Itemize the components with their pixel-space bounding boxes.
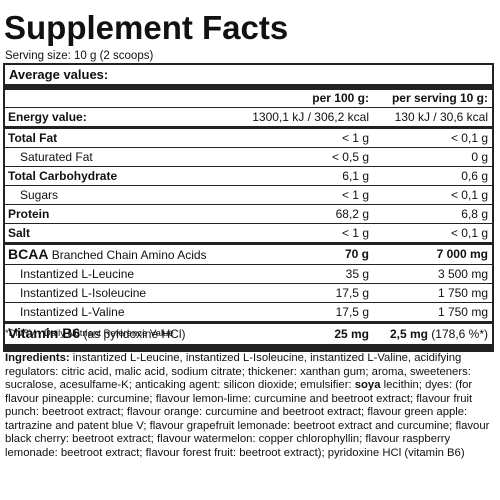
row-value-100g: < 1 g [249,223,375,244]
row-name: Salt [5,223,250,244]
amino-name: Instantized L-Valine [5,302,250,323]
bcaa-value-serving: 7 000 mg [375,242,492,265]
bcaa-value-100g: 70 g [249,242,375,265]
amino-value-serving: 3 500 mg [375,264,492,284]
table-row: Instantized L-Isoleucine 17,5 g 1 750 mg [5,283,492,303]
bcaa-description: Branched Chain Amino Acids [51,247,207,262]
table-row: Energy value: 1300,1 kJ / 306,2 kcal 130… [5,107,492,129]
ingredients-part-1: instantized L-Leucine, instantized L-Iso… [5,352,471,391]
row-value-serving: 0,6 g [375,166,492,186]
nutrition-table: per 100 g: per serving 10 g: Energy valu… [5,90,492,344]
vitamin-value-100g: 25 mg [249,321,375,344]
amino-value-serving: 1 750 mg [375,302,492,323]
row-value-serving: < 0,1 g [375,127,492,148]
row-value-100g: < 1 g [249,185,375,205]
vitamin-row: Vitamin B6 (as pyridoxine HCl) 25 mg 2,5… [5,321,492,344]
table-row: Total Fat < 1 g < 0,1 g [5,127,492,148]
header-empty-cell [5,90,250,108]
vitamin-dnrv-percent: (178,6 %*) [431,326,488,341]
row-name: Sugars [5,185,250,205]
facts-panel: Average values: per 100 g: per serving 1… [3,63,494,352]
page-title: Supplement Facts [4,9,289,46]
amino-name: Instantized L-Leucine [5,264,250,284]
bottom-rule [5,344,492,350]
row-value-serving: < 0,1 g [375,185,492,205]
vitamin-name-cell: Vitamin B6 (as pyridoxine HCl) [5,321,250,344]
row-value-serving: 130 kJ / 30,6 kcal [375,107,492,129]
row-value-serving: 0 g [375,147,492,167]
amino-value-serving: 1 750 mg [375,283,492,303]
bcaa-row: BCAA Branched Chain Amino Acids 70 g 7 0… [5,242,492,265]
row-value-serving: 6,8 g [375,204,492,224]
amino-value-100g: 17,5 g [249,283,375,303]
column-per-100g: per 100 g: [249,90,375,108]
row-value-100g: 68,2 g [249,204,375,224]
row-value-100g: 1300,1 kJ / 306,2 kcal [249,107,375,129]
row-name: Protein [5,204,250,224]
table-row: Protein 68,2 g 6,8 g [5,204,492,224]
amino-value-100g: 35 g [249,264,375,284]
table-row: Instantized L-Leucine 35 g 3 500 mg [5,264,492,284]
row-value-100g: < 1 g [249,127,375,148]
row-name: Energy value: [5,107,250,129]
row-value-100g: 6,1 g [249,166,375,186]
bcaa-name-cell: BCAA Branched Chain Amino Acids [5,242,250,265]
row-name: Total Fat [5,127,250,148]
table-row: Total Carbohydrate 6,1 g 0,6 g [5,166,492,186]
table-row: Instantized L-Valine 17,5 g 1 750 mg [5,302,492,323]
table-row: Sugars < 1 g < 0,1 g [5,185,492,205]
ingredients-text: Ingredients: instantized L-Leucine, inst… [5,352,495,460]
serving-size: Serving size: 10 g (2 scoops) [5,50,154,62]
column-header-row: per 100 g: per serving 10 g: [5,90,492,108]
row-name: Saturated Fat [5,147,250,167]
table-row: Saturated Fat < 0,5 g 0 g [5,147,492,167]
row-name: Total Carbohydrate [5,166,250,186]
vitamin-description: (as pyridoxine HCl) [83,327,186,341]
table-row: Salt < 1 g < 0,1 g [5,223,492,244]
vitamin-name: Vitamin B6 [8,325,81,341]
row-value-serving: < 0,1 g [375,223,492,244]
ingredients-label: Ingredients: [5,352,70,364]
average-values-header: Average values: [5,65,492,90]
vitamin-value-serving: 2,5 mg [389,326,428,341]
column-per-serving: per serving 10 g: [375,90,492,108]
amino-value-100g: 17,5 g [249,302,375,323]
dnrv-footnote: *DNRV - Daily Nutrient Reference Value [5,328,174,339]
ingredients-part-2: lecithin; dyes: (for flavour pineapple: … [5,379,490,459]
row-value-100g: < 0,5 g [249,147,375,167]
allergen-soya: soya [354,379,381,391]
bcaa-name: BCAA [8,245,49,262]
amino-name: Instantized L-Isoleucine [5,283,250,303]
vitamin-value-serving-cell: 2,5 mg (178,6 %*) [375,321,492,344]
